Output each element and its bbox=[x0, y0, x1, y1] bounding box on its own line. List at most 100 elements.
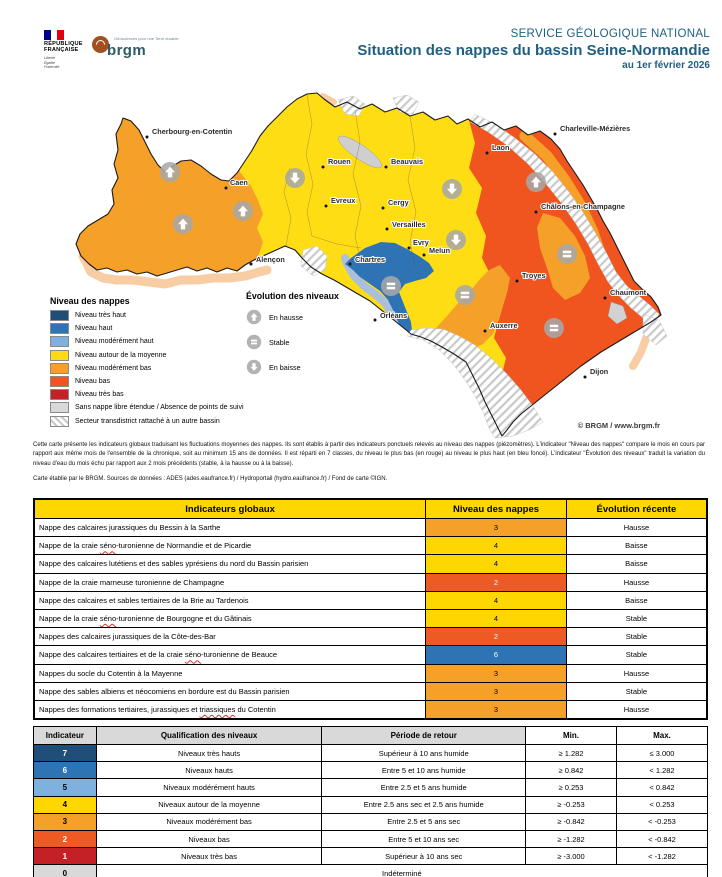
rising-arrow-icon bbox=[233, 201, 253, 221]
falling-arrow-icon bbox=[246, 359, 262, 375]
evolution-cell: Baisse bbox=[565, 536, 708, 556]
table2-header-indicateur: Indicateur bbox=[33, 726, 97, 745]
brgm-tagline: Géosciences pour une Terre durable bbox=[114, 36, 179, 41]
table-row: 7 Niveaux très hauts Supérieur à 10 ans hu… bbox=[33, 743, 709, 763]
value-cell: ≥ -3.000 bbox=[525, 847, 617, 866]
legend-item: Secteur transdistrict rattaché à un autr… bbox=[50, 415, 265, 427]
value-cell: ≥ 0.842 bbox=[525, 761, 617, 780]
sources-paragraph: Carte établie par le BRGM. Sources de do… bbox=[33, 475, 388, 482]
indicator-cell: 7 bbox=[33, 743, 97, 763]
city-label: Melun bbox=[429, 246, 450, 255]
city-label: Charleville-Mézières bbox=[560, 124, 630, 133]
table-row: 4 Niveaux autour de la moyenne Entre 2.5 a… bbox=[33, 795, 709, 814]
level-cell: 6 bbox=[425, 645, 567, 665]
region-moderately-low-west bbox=[76, 93, 263, 290]
evolution-cell: Baisse bbox=[565, 554, 708, 574]
table2-header-qualification: Qualification des niveaux bbox=[95, 726, 323, 745]
region-orange-auxerre-band bbox=[436, 265, 510, 354]
level-cell: 4 bbox=[425, 536, 567, 556]
city-label: Troyes bbox=[522, 271, 546, 280]
city-dot bbox=[381, 206, 385, 210]
table-row: Nappe de la craie séno-turonienne de Bou… bbox=[33, 608, 708, 629]
description-block: Cette carte présente les indicateurs glo… bbox=[33, 441, 705, 490]
evolution-cell: Stable bbox=[565, 645, 708, 665]
misspelled-word: séno bbox=[184, 650, 202, 660]
city-dot bbox=[324, 204, 328, 208]
value-cell: ≥ -0.253 bbox=[525, 795, 617, 814]
value-cell: Entre 5 et 10 ans sec bbox=[321, 829, 526, 849]
city-dot bbox=[348, 262, 352, 266]
stable-icon bbox=[557, 244, 577, 264]
table2-header-min: Min. bbox=[525, 726, 617, 745]
legend-levels: Niveau des nappes Niveau très haut Niveau… bbox=[50, 296, 265, 429]
evolution-cell: Stable bbox=[565, 627, 708, 647]
french-flag-icon bbox=[44, 30, 65, 40]
table-row: Nappe des calcaires lutétiens et des sab… bbox=[33, 554, 708, 574]
level-cell: 4 bbox=[425, 590, 567, 610]
table-row: 1 Niveaux très bas Supérieur à 10 ans sec ≥… bbox=[33, 847, 709, 866]
brgm-logo: brgm Géosciences pour une Terre durable bbox=[92, 34, 187, 68]
value-cell: < -0.842 bbox=[615, 829, 709, 849]
value-cell: Niveaux modérément hauts bbox=[95, 778, 323, 797]
misspelled-word: séno bbox=[99, 614, 117, 624]
table-row: Nappe des calcaires tertiaires et de la … bbox=[33, 645, 708, 665]
table-row: Nappes du socle du Cotentin à la Mayenne… bbox=[33, 663, 708, 683]
color-swatch-icon bbox=[50, 389, 69, 401]
aquifer-name-cell: Nappes des formations tertiaires, jurass… bbox=[33, 699, 427, 720]
rising-arrow-icon bbox=[160, 162, 180, 182]
value-cell: ≥ -0.842 bbox=[525, 812, 617, 831]
city-dot bbox=[407, 246, 411, 250]
legend-item-label: En hausse bbox=[269, 312, 303, 322]
value-cell: ≥ 1.282 bbox=[525, 743, 617, 763]
color-swatch-icon bbox=[50, 323, 69, 335]
indicator-cell: 4 bbox=[33, 795, 97, 814]
value-cell: Entre 2.5 ans sec et 2.5 ans humide bbox=[321, 795, 526, 814]
table1-header-evolution: Évolution récente bbox=[565, 498, 708, 519]
city-label: Châlons-en-Champagne bbox=[541, 202, 625, 211]
legend-item-label: Stable bbox=[269, 337, 290, 347]
legend-evolution: Évolution des niveaux En hausse Stable En … bbox=[246, 291, 386, 384]
legend-item-label: Niveau bas bbox=[75, 377, 111, 385]
table-row: 3 Niveaux modérément bas Entre 2.5 et 5 an… bbox=[33, 812, 709, 831]
document-titles: SERVICE GÉOLOGIQUE NATIONAL Situation de… bbox=[357, 28, 710, 71]
value-cell: Niveaux très bas bbox=[95, 847, 323, 866]
city-dot bbox=[373, 318, 377, 322]
indicator-cell: 0 bbox=[33, 864, 97, 877]
legend-item-label: Niveau très haut bbox=[75, 312, 126, 319]
table2-header-max: Max. bbox=[615, 726, 709, 745]
value-cell: < 0.842 bbox=[615, 778, 709, 797]
value-cell: Entre 5 et 10 ans humide bbox=[321, 761, 526, 780]
level-cell: 3 bbox=[425, 681, 567, 701]
evolution-cell: Hausse bbox=[565, 699, 708, 720]
republique-francaise-logo: RÉPUBLIQUE FRANÇAISE Liberté Égalité Fra… bbox=[44, 30, 88, 70]
level-cell: 4 bbox=[425, 554, 567, 574]
level-cell: 2 bbox=[425, 572, 567, 592]
legend-item-label: Secteur transdistrict rattaché à un autr… bbox=[75, 417, 220, 425]
stable-icon bbox=[455, 285, 475, 305]
legend-item: Niveau haut bbox=[50, 323, 265, 335]
evolution-cell: Stable bbox=[565, 681, 708, 701]
value-cell: Niveaux bas bbox=[95, 829, 323, 849]
table-row: Nappe de la craie séno-turonienne de Nor… bbox=[33, 536, 708, 556]
falling-arrow-icon bbox=[285, 168, 305, 188]
rising-arrow-icon bbox=[173, 214, 193, 234]
table-row: Nappe de la craie marneuse turonienne de… bbox=[33, 572, 708, 592]
indicator-cell: 6 bbox=[33, 761, 97, 780]
description-paragraph: Cette carte présente les indicateurs glo… bbox=[33, 442, 705, 467]
city-label: Laon bbox=[492, 143, 509, 152]
aquifer-name-cell: Nappe des calcaires lutétiens et des sab… bbox=[33, 554, 427, 574]
aquifer-name-cell: Nappe des calcaires jurassiques du Bessi… bbox=[33, 517, 427, 538]
level-cell: 3 bbox=[425, 663, 567, 683]
city-label: Beauvais bbox=[391, 157, 423, 166]
legend-item: En baisse bbox=[246, 359, 386, 375]
level-cell: 3 bbox=[425, 517, 567, 538]
value-cell: Niveaux autour de la moyenne bbox=[95, 795, 323, 814]
value-cell: < 0.253 bbox=[615, 795, 709, 814]
city-dot bbox=[321, 165, 325, 169]
city-dot bbox=[583, 375, 587, 379]
evolution-badge-layer bbox=[160, 162, 577, 338]
date-label: au 1er février 2026 bbox=[622, 60, 710, 71]
legend-item: Niveau bas bbox=[50, 375, 265, 387]
table-row: Nappe des sables albiens et néocomiens e… bbox=[33, 681, 708, 701]
